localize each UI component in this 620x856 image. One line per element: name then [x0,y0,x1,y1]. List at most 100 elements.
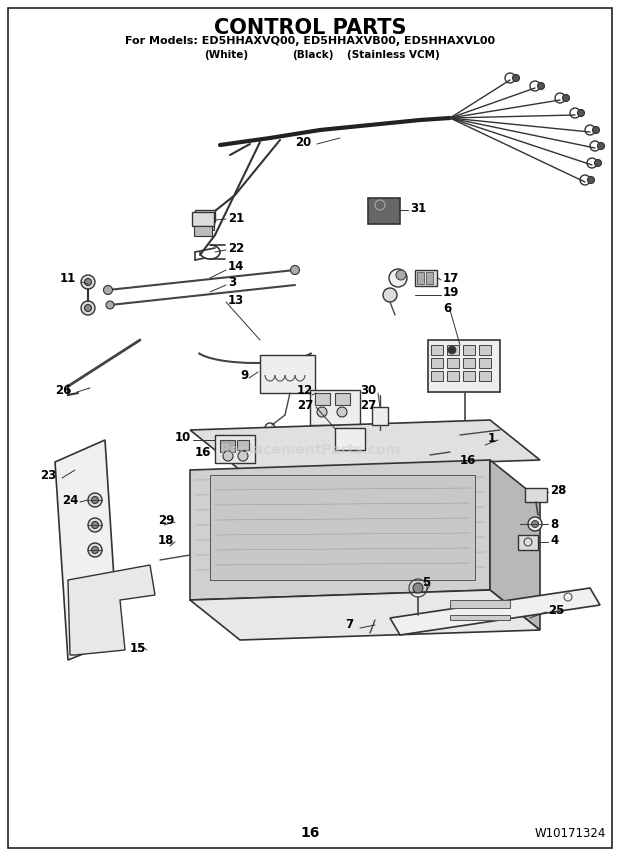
Text: 25: 25 [548,603,564,616]
Circle shape [448,346,456,354]
Circle shape [88,543,102,557]
Bar [194,226,212,236]
Bar [426,272,433,284]
Text: 13: 13 [228,294,244,306]
Text: 24: 24 [62,494,78,507]
Text: 27: 27 [297,399,313,412]
Text: 16: 16 [300,826,320,840]
Circle shape [383,288,397,302]
Polygon shape [190,590,540,640]
Polygon shape [55,440,118,660]
Text: 5: 5 [422,575,430,589]
Text: (Stainless VCM): (Stainless VCM) [347,50,440,60]
Circle shape [531,520,539,527]
Bar [315,393,330,405]
Text: 26: 26 [55,383,71,396]
Text: W10171324: W10171324 [534,827,606,840]
Bar [368,198,400,224]
Text: ReplacementParts.com: ReplacementParts.com [219,443,401,457]
Bar [463,371,475,381]
Circle shape [577,110,585,116]
Text: 11: 11 [60,271,76,284]
Bar [518,535,538,550]
Text: 8: 8 [550,518,558,531]
Polygon shape [190,420,540,470]
Text: 16: 16 [195,445,211,459]
Circle shape [88,518,102,532]
Circle shape [538,82,544,90]
Bar [463,358,475,368]
Circle shape [528,517,542,531]
Bar [215,435,255,463]
Circle shape [513,74,520,81]
Circle shape [84,305,92,312]
Circle shape [92,521,99,528]
Circle shape [317,407,327,417]
Bar [479,345,491,355]
Circle shape [92,546,99,554]
Circle shape [562,94,570,102]
Bar [417,272,424,284]
Bar [431,371,443,381]
Text: 17: 17 [443,271,459,284]
Text: (White): (White) [204,50,249,60]
Bar [260,355,315,393]
Bar [479,371,491,381]
Text: 18: 18 [158,533,174,546]
Bar [210,475,475,580]
Text: (Black): (Black) [293,50,334,60]
Text: 10: 10 [175,431,191,443]
Bar [431,345,443,355]
Bar [428,340,500,392]
Bar [479,358,491,368]
Polygon shape [190,460,490,600]
Text: 12: 12 [297,383,313,396]
Bar [450,615,510,620]
Text: 1: 1 [488,431,496,444]
Text: 22: 22 [228,241,244,254]
Bar [447,345,459,355]
Circle shape [593,127,600,134]
Circle shape [291,265,299,275]
Text: 9: 9 [240,368,248,382]
Circle shape [223,451,233,461]
Circle shape [595,159,601,167]
Text: 21: 21 [228,211,244,224]
Text: 31: 31 [410,201,427,215]
Polygon shape [390,588,600,635]
Circle shape [588,176,595,183]
Bar [192,212,214,226]
Text: 30: 30 [360,383,376,396]
Bar [525,488,547,502]
Circle shape [81,301,95,315]
Text: 15: 15 [130,641,146,655]
Circle shape [598,142,604,150]
Bar [195,210,215,222]
Text: 28: 28 [550,484,567,496]
Text: 23: 23 [40,468,56,482]
Bar [237,440,249,450]
Text: 3: 3 [228,276,236,289]
Bar [372,407,388,425]
Polygon shape [490,460,540,630]
Bar [415,270,437,286]
Circle shape [413,583,423,593]
Circle shape [396,270,406,280]
Text: 29: 29 [158,514,174,526]
Bar [335,428,365,450]
Bar [335,393,350,405]
Circle shape [81,275,95,289]
Bar [220,440,235,452]
Circle shape [92,496,99,503]
Bar [310,390,360,425]
Text: 6: 6 [443,301,451,314]
Bar [447,358,459,368]
Circle shape [106,301,114,309]
Text: 7: 7 [345,619,353,632]
Text: CONTROL PARTS: CONTROL PARTS [214,18,406,38]
Text: 4: 4 [550,533,558,546]
Text: 20: 20 [295,135,311,148]
Bar [196,222,214,230]
Bar [447,371,459,381]
Circle shape [337,407,347,417]
